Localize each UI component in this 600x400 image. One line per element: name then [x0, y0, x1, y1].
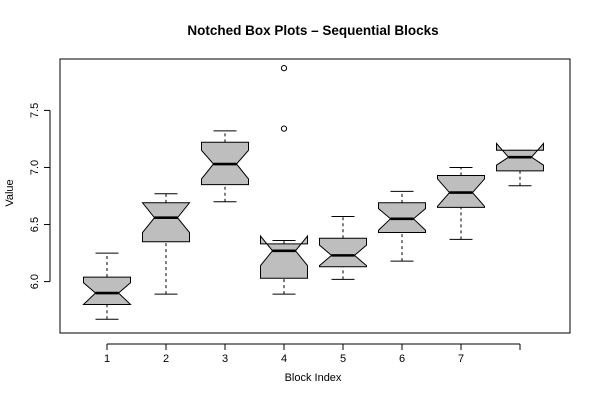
y-axis-label: Value [4, 179, 16, 206]
x-tick-label: 5 [340, 353, 346, 365]
x-tick-label: 2 [163, 353, 169, 365]
y-tick-label: 6.5 [29, 217, 41, 232]
y-tick-label: 7.0 [29, 160, 41, 175]
x-tick-label: 1 [104, 353, 110, 365]
y-tick-label: 6.0 [29, 274, 41, 289]
x-tick-label: 4 [281, 353, 287, 365]
box-body [319, 237, 367, 268]
x-tick-label: 6 [399, 353, 405, 365]
x-tick-label: 3 [222, 353, 228, 365]
plot-frame [59, 58, 571, 334]
plot-area: 6.0 6.5 7.0 7.5 1 2 3 4 5 6 7 [29, 58, 571, 365]
box-body [82, 276, 132, 305]
y-tick-label: 7.5 [29, 103, 41, 118]
box-body [141, 202, 191, 243]
chart-title: Notched Box Plots – Sequential Blocks [187, 23, 438, 38]
x-tick-label: 7 [458, 353, 464, 365]
outlier-point [280, 125, 288, 132]
box-body [260, 234, 308, 279]
outlier-point [280, 65, 288, 72]
x-axis-label: Block Index [285, 372, 342, 384]
